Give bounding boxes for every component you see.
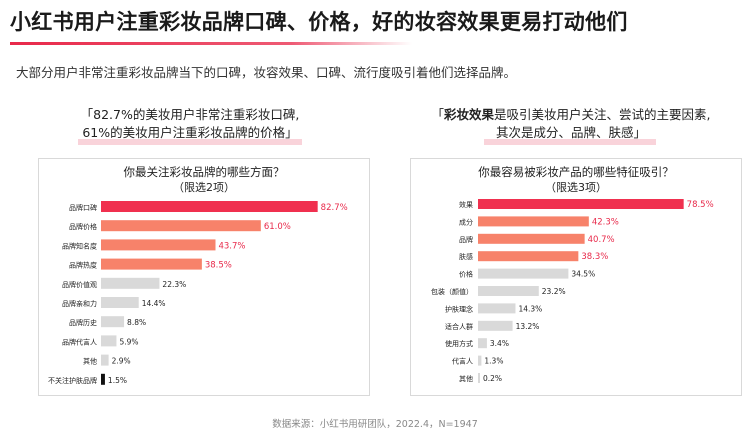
quote-right: 「彩妆效果是吸引美妆用户关注、尝试的主要因素, 其次是成分、品牌、肤感」 [418, 106, 724, 142]
chart-subtitle: （限选3项） [545, 181, 607, 194]
category-label: 品牌历史 [69, 318, 97, 327]
chart-title: 你最关注彩妆品牌的哪些方面？ [124, 165, 285, 179]
data-label: 2.9% [112, 357, 131, 366]
bar [478, 216, 589, 227]
category-label: 效果 [459, 200, 473, 209]
data-label: 22.3% [162, 280, 186, 289]
data-label: 34.5% [571, 270, 595, 279]
category-label: 品牌知名度 [62, 241, 97, 250]
data-label: 1.5% [108, 376, 127, 385]
category-label: 价格 [459, 270, 473, 279]
bar [101, 201, 318, 212]
data-label: 38.5% [205, 261, 232, 271]
quote-right-line2: 其次是成分、品牌、肤感」 [495, 125, 646, 140]
bar [101, 239, 216, 251]
category-label: 肤感 [459, 252, 473, 261]
category-label: 代言人 [452, 357, 473, 366]
data-label: 78.5% [687, 200, 714, 210]
page-subtitle: 大部分用户非常注重彩妆品牌当下的口碑，妆容效果、口碑、流行度吸引着他们选择品牌。 [16, 65, 517, 80]
bar [101, 297, 139, 308]
data-label: 40.7% [588, 235, 615, 245]
data-label: 14.3% [518, 304, 542, 313]
bar [101, 220, 261, 232]
data-label: 8.8% [127, 318, 146, 327]
bar [478, 355, 482, 366]
quote-right-rest: 是吸引美妆用户关注、尝试的主要因素, [494, 107, 711, 122]
data-label: 14.4% [142, 299, 166, 308]
category-label: 成分 [459, 217, 473, 226]
data-label: 3.4% [490, 339, 509, 348]
bar [478, 286, 539, 296]
data-label: 82.7% [321, 203, 348, 213]
chart-title: 你最容易被彩妆产品的哪些特征吸引？ [478, 165, 674, 179]
data-label: 1.3% [484, 357, 503, 366]
data-label: 23.2% [542, 287, 566, 296]
quote-left: 「82.7%的美妆用户非常注重彩妆口碑, 61%的美妆用户注重彩妆品牌的价格」 [64, 106, 316, 142]
quote-right-open: 「 [431, 107, 444, 122]
data-source: 数据来源：小红书用研团队，2022.4，N=1947 [272, 419, 478, 430]
bar [478, 251, 579, 262]
bar [478, 199, 684, 209]
bar [478, 268, 569, 279]
category-label: 品牌价格 [69, 222, 97, 231]
bar [101, 258, 202, 270]
bar [101, 354, 109, 366]
data-label: 42.3% [592, 217, 619, 227]
quote-left-line1: 「82.7%的美妆用户非常注重彩妆口碑, [80, 107, 300, 122]
bar [101, 316, 125, 328]
category-label: 护肤理念 [445, 304, 473, 313]
category-label: 适合人群 [445, 322, 473, 331]
bar [478, 338, 487, 349]
data-label: 5.9% [119, 337, 138, 346]
bar [101, 335, 117, 347]
category-label: 不关注护肤品牌 [48, 376, 97, 385]
data-label: 0.2% [483, 374, 502, 383]
quote-left-highlight-bar [78, 139, 302, 145]
category-label: 品牌热度 [69, 261, 97, 270]
data-label: 38.3% [581, 252, 608, 262]
bar [478, 303, 516, 314]
chart-panel-right: 你最容易被彩妆产品的哪些特征吸引？ （限选3项） 效果 78.5% 成分 42.3% 品牌 4… [410, 158, 742, 396]
data-label: 13.2% [516, 322, 540, 331]
bar [101, 277, 160, 289]
quote-right-highlight: 彩妆效果 [444, 107, 495, 122]
bar [478, 320, 513, 331]
bar [101, 373, 105, 385]
quote-right-highlight-bar [484, 139, 656, 145]
category-label: 其他 [459, 374, 473, 383]
data-label: 43.7% [218, 241, 245, 251]
chart-left: 你最关注彩妆品牌的哪些方面？ （限选2项） 品牌口碑 82.7% 品牌价格 61.0% 品牌… [48, 165, 348, 385]
data-label: 61.0% [264, 222, 291, 232]
quote-right-line1: 「彩妆效果是吸引美妆用户关注、尝试的主要因素, [418, 106, 724, 124]
bar [478, 373, 480, 383]
category-label: 其他 [83, 357, 97, 366]
title-underline [10, 42, 412, 45]
chart-right: 你最容易被彩妆产品的哪些特征吸引？ （限选3项） 效果 78.5% 成分 42.3% 品牌 4… [431, 165, 714, 383]
category-label: 品牌口碑 [69, 203, 97, 212]
bar [478, 233, 585, 244]
category-label: 使用方式 [445, 339, 473, 348]
quote-left-line2: 61%的美妆用户注重彩妆品牌的价格」 [82, 125, 298, 140]
category-label: 品牌价值观 [62, 280, 97, 289]
category-label: 品牌 [459, 235, 473, 244]
chart-subtitle: （限选2项） [173, 181, 235, 194]
chart-panel-left: 你最关注彩妆品牌的哪些方面？ （限选2项） 品牌口碑 82.7% 品牌价格 61.0% 品牌… [38, 158, 370, 396]
category-label: 包装（颜值） [431, 287, 473, 296]
page-title: 小红书用户注重彩妆品牌口碑、价格，好的妆容效果更易打动他们 [10, 10, 628, 34]
category-label: 品牌代言人 [62, 337, 97, 346]
category-label: 品牌亲和力 [62, 299, 97, 308]
